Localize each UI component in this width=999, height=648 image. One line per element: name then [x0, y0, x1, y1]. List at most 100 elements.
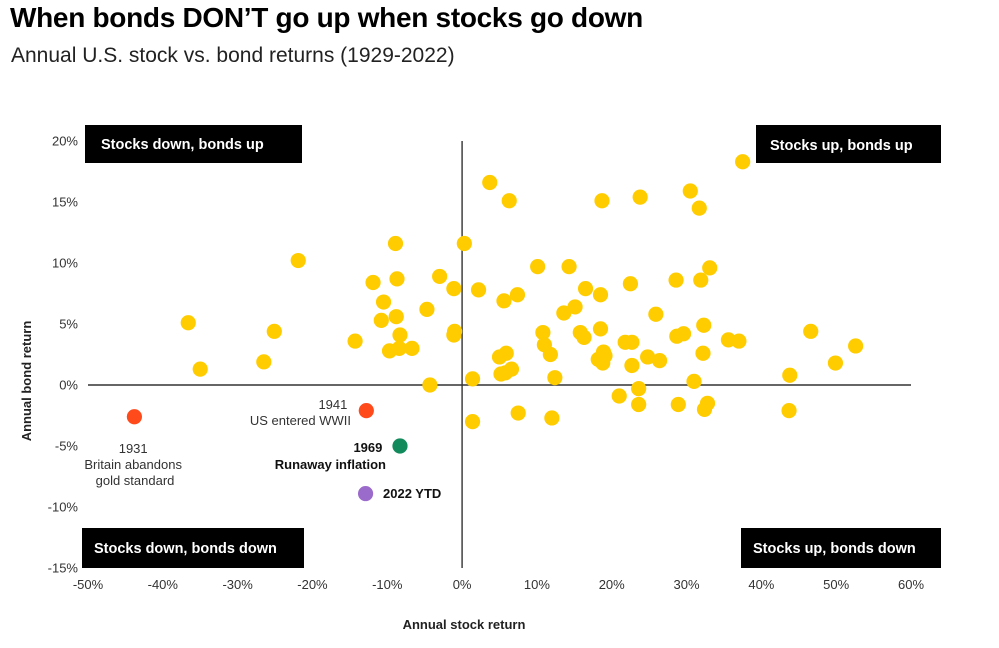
- data-point: [693, 272, 709, 288]
- quadrant-label-bg-bottom-left: [82, 528, 304, 568]
- data-point: [542, 346, 558, 363]
- data-point: [631, 381, 647, 397]
- axes: [88, 141, 911, 568]
- data-point: [668, 272, 684, 288]
- data-point: [266, 323, 282, 339]
- annotation-1969-line-2: Runaway inflation: [275, 457, 386, 472]
- data-point: [594, 193, 610, 209]
- data-point: [464, 371, 481, 387]
- quadrant-label-bg-top-left: [85, 125, 302, 163]
- annotation-1931-line-1: 1931: [119, 441, 148, 456]
- data-point: [365, 274, 381, 291]
- x-tick-label: -50%: [73, 577, 104, 592]
- data-point: [180, 315, 196, 331]
- annotation-1931-line-3: gold standard: [96, 473, 175, 488]
- annotation-1931: 1931 Britain abandons gold standard: [84, 441, 185, 488]
- data-point: [422, 377, 438, 393]
- data-point: [567, 299, 583, 315]
- data-point: [446, 281, 462, 297]
- data-point: [192, 361, 208, 377]
- annotation-1941-line-2: US entered WWII: [250, 413, 351, 428]
- data-point: [682, 183, 698, 199]
- y-tick-label: -5%: [55, 439, 79, 454]
- x-tick-label: -30%: [222, 577, 253, 592]
- quadrant-labels: Stocks down, bonds up Stocks up, bonds u…: [82, 125, 941, 568]
- data-point: [848, 338, 864, 354]
- data-point: [256, 354, 272, 370]
- data-point: [652, 353, 668, 369]
- y-tick-label: 5%: [59, 317, 78, 332]
- data-point: [622, 276, 639, 292]
- y-tick-label: 20%: [52, 134, 78, 149]
- annotation-1941-line-1: 1941: [318, 397, 347, 412]
- y-tick-label: 0%: [59, 378, 78, 393]
- quadrant-label-top-left: Stocks down, bonds up: [101, 137, 264, 153]
- data-point: [456, 235, 472, 252]
- y-tick-label: 15%: [52, 195, 78, 210]
- data-point: [648, 306, 664, 322]
- data-point: [389, 271, 405, 287]
- data-point: [686, 373, 702, 389]
- highlight-point-purple: [357, 485, 374, 502]
- y-axis-label: Annual bond return: [19, 321, 34, 442]
- data-point: [388, 309, 404, 325]
- data-point: [669, 328, 685, 344]
- data-point: [391, 340, 407, 356]
- data-point: [544, 410, 560, 426]
- data-point: [731, 333, 747, 349]
- data-point: [347, 333, 363, 349]
- data-point: [577, 281, 594, 297]
- x-tick-labels: -50% -40% -30% -20% -10% 0% 10% 20% 30% 40% 50% 60%: [73, 577, 925, 592]
- data-points: [126, 154, 864, 502]
- data-point: [576, 329, 592, 346]
- y-tick-label: 10%: [52, 256, 78, 271]
- annotation-2022-ytd: 2022 YTD: [383, 486, 441, 501]
- data-point: [696, 317, 712, 333]
- data-point: [624, 334, 640, 350]
- x-tick-label: 20%: [599, 577, 625, 592]
- annotations: 1931 Britain abandons gold standard 1941…: [84, 397, 441, 501]
- x-tick-label: -40%: [148, 577, 179, 592]
- data-point: [781, 403, 797, 419]
- data-point: [491, 349, 508, 365]
- annotation-1931-line-2: Britain abandons: [84, 457, 182, 472]
- data-point: [509, 287, 526, 303]
- y-tick-labels: 20% 15% 10% 5% 0% -5% -10% -15%: [48, 134, 79, 576]
- y-tick-label: -10%: [48, 500, 79, 515]
- data-point: [547, 370, 563, 386]
- data-point: [419, 301, 435, 317]
- quadrant-label-bottom-right: Stocks up, bonds down: [753, 541, 916, 557]
- annotation-1969: 1969 Runaway inflation: [275, 440, 386, 472]
- data-point: [530, 259, 546, 275]
- highlight-point-red: [126, 409, 142, 425]
- y-tick-label: -15%: [48, 561, 79, 576]
- x-tick-label: 50%: [823, 577, 849, 592]
- x-axis-label: Annual stock return: [403, 617, 526, 632]
- highlight-point-green: [392, 438, 408, 454]
- x-tick-label: 60%: [898, 577, 924, 592]
- data-point: [803, 323, 819, 339]
- data-point: [561, 259, 577, 275]
- data-point: [387, 235, 404, 252]
- data-point: [432, 268, 448, 285]
- annotation-1941: 1941 US entered WWII: [250, 397, 351, 428]
- quadrant-label-bg-bottom-right: [741, 528, 941, 568]
- data-point: [373, 312, 389, 328]
- annotation-1969-line-1: 1969: [353, 440, 382, 455]
- data-point: [670, 396, 686, 413]
- data-point: [695, 345, 711, 361]
- data-point: [592, 321, 609, 337]
- data-point: [640, 349, 656, 365]
- data-point: [632, 189, 648, 205]
- x-tick-label: 0%: [453, 577, 472, 592]
- highlight-point-red: [358, 403, 374, 419]
- data-point: [510, 405, 526, 421]
- chart-subtitle: Annual U.S. stock vs. bond returns (1929…: [11, 44, 455, 67]
- data-point: [464, 414, 481, 430]
- quadrant-label-bottom-left: Stocks down, bonds down: [94, 541, 277, 557]
- data-point: [702, 260, 718, 276]
- data-point: [446, 327, 462, 343]
- data-point: [482, 174, 498, 191]
- quadrant-label-bg-top-right: [756, 125, 941, 163]
